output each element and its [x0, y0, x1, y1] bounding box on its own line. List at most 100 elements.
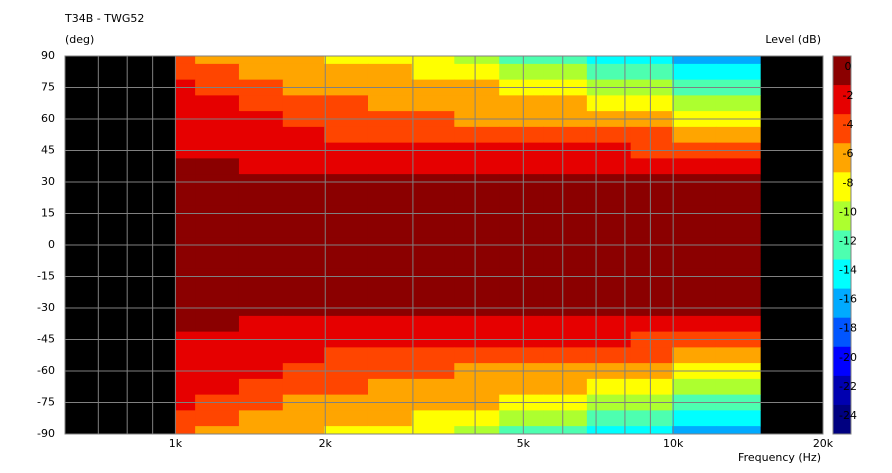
colorbar-band: [833, 56, 851, 86]
level-cell: [324, 189, 369, 207]
level-cell: [195, 126, 240, 144]
level-cell: [411, 252, 455, 270]
level-cell: [586, 315, 632, 333]
level-cell: [411, 189, 455, 207]
level-cell: [672, 56, 717, 65]
level-cell: [499, 284, 544, 301]
colorbar-tick-label: -2: [843, 89, 854, 102]
level-cell: [715, 410, 761, 427]
level-cell: [282, 426, 325, 435]
level-cell: [195, 315, 240, 333]
plot-frame: [64, 55, 824, 435]
colorbar-tick-label: -24: [839, 409, 857, 422]
level-cell: [630, 410, 673, 427]
level-cell: [195, 189, 240, 207]
x-tick-label: 20k: [813, 437, 834, 450]
level-cell: [499, 63, 544, 81]
level-cell: [586, 126, 632, 144]
level-cell: [282, 63, 325, 81]
y-tick-label: 30: [41, 175, 55, 188]
level-cell: [411, 378, 455, 396]
level-cell: [195, 63, 240, 81]
level-cell: [586, 347, 632, 364]
level-cell: [715, 158, 761, 175]
level-cell: [324, 426, 369, 435]
level-cell: [715, 378, 761, 396]
level-cell: [715, 63, 761, 81]
level-cell: [282, 378, 325, 396]
y-tick-label: 15: [41, 207, 55, 220]
level-cell: [175, 426, 196, 435]
level-cell: [175, 410, 196, 427]
level-cell: [543, 158, 588, 175]
level-cell: [282, 284, 325, 301]
level-cell: [175, 189, 196, 207]
y-tick-label: 90: [41, 49, 55, 62]
level-cell: [195, 56, 240, 65]
level-cell: [454, 221, 500, 238]
level-cell: [715, 284, 761, 301]
x-tick-label: 1k: [169, 437, 183, 450]
level-cell: [499, 56, 544, 65]
level-cell: [586, 426, 632, 435]
level-cell: [715, 315, 761, 333]
level-cell: [411, 347, 455, 364]
y-tick-label: -30: [37, 301, 55, 314]
level-cell: [715, 221, 761, 238]
level-cell: [672, 347, 717, 364]
x-axis-label: Frequency (Hz): [738, 451, 821, 464]
level-cell: [367, 378, 413, 396]
level-cell: [672, 95, 717, 112]
chart-title: T34B - TWG52: [64, 12, 144, 25]
level-cell: [324, 410, 369, 427]
level-cell: [282, 410, 325, 427]
level-cell: [282, 158, 325, 175]
level-cell: [586, 63, 632, 81]
colorbar-label: Level (dB): [765, 33, 821, 46]
level-cell: [499, 410, 544, 427]
level-cell: [324, 126, 369, 144]
level-cell: [367, 252, 413, 270]
level-cell: [282, 95, 325, 112]
level-cell: [586, 284, 632, 301]
colorbar-band: [833, 317, 851, 348]
colorbar-band: [833, 172, 851, 202]
level-cell: [238, 347, 284, 364]
level-cell: [715, 426, 761, 435]
level-cell: [454, 284, 500, 301]
level-cell: [499, 252, 544, 270]
level-cell: [672, 126, 717, 144]
level-cell: [454, 189, 500, 207]
x-tick-label: 10k: [663, 437, 684, 450]
level-cell: [543, 95, 588, 112]
level-cell: [324, 252, 369, 270]
level-cell: [411, 315, 455, 333]
level-cell: [672, 410, 717, 427]
level-cell: [586, 189, 632, 207]
level-cell: [715, 95, 761, 112]
level-cell: [672, 158, 717, 175]
level-cell: [715, 189, 761, 207]
level-cell: [175, 284, 196, 301]
colorbar-tick-label: -14: [839, 264, 857, 277]
level-cell: [411, 284, 455, 301]
level-cell: [630, 284, 673, 301]
level-cell: [630, 95, 673, 112]
level-cell: [195, 252, 240, 270]
level-cell: [586, 158, 632, 175]
level-cell: [238, 189, 284, 207]
colorbar-band: [833, 346, 851, 377]
y-tick-label: 75: [41, 81, 55, 94]
level-cell: [630, 189, 673, 207]
level-cell: [672, 63, 717, 81]
colorbar-band: [833, 85, 851, 115]
colorbar-tick-label: -20: [839, 351, 857, 364]
level-cell: [672, 221, 717, 238]
level-cell: [630, 426, 673, 435]
level-cell: [324, 95, 369, 112]
level-cell: [238, 315, 284, 333]
colorbar-tick-label: -12: [839, 234, 857, 247]
level-cell: [175, 158, 196, 175]
level-cell: [238, 284, 284, 301]
level-cell: [367, 56, 413, 65]
